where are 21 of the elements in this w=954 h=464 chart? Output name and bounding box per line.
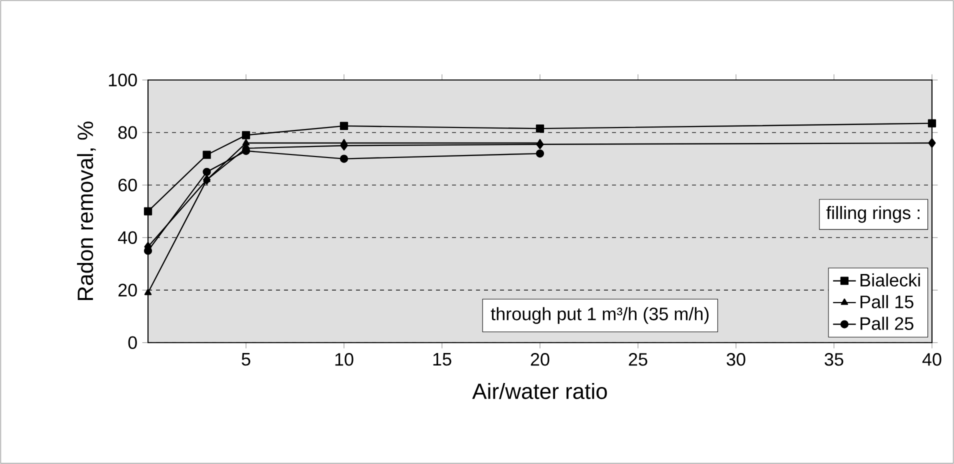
x-axis-title: Air/water ratio (472, 382, 607, 400)
legend-label: Pall 25 (860, 316, 914, 330)
x-tick-label: 35 (824, 353, 844, 366)
legend-label: Pall 15 (860, 295, 914, 308)
x-tick-label: 15 (433, 353, 452, 366)
legend-title: filling rings : (826, 206, 920, 223)
y-tick-label: 80 (118, 126, 137, 139)
legend-label: Bialecki (860, 273, 920, 287)
y-axis-title: Radon removal, % (77, 122, 96, 300)
x-tick-label: 30 (726, 353, 746, 366)
x-tick-label: 5 (242, 353, 250, 366)
annotation: through put 1 m³/h (35 m/h) (490, 307, 709, 324)
y-tick-label: 0 (128, 336, 137, 350)
y-tick-label: 100 (108, 74, 137, 86)
y-tick-label: 60 (118, 178, 137, 192)
x-tick-label: 20 (530, 353, 550, 366)
x-tick-label: 40 (922, 353, 942, 366)
y-tick-label: 40 (118, 231, 137, 244)
x-tick-label: 10 (335, 353, 354, 366)
y-tick-label: 20 (118, 284, 137, 296)
x-tick-label: 25 (628, 353, 648, 366)
